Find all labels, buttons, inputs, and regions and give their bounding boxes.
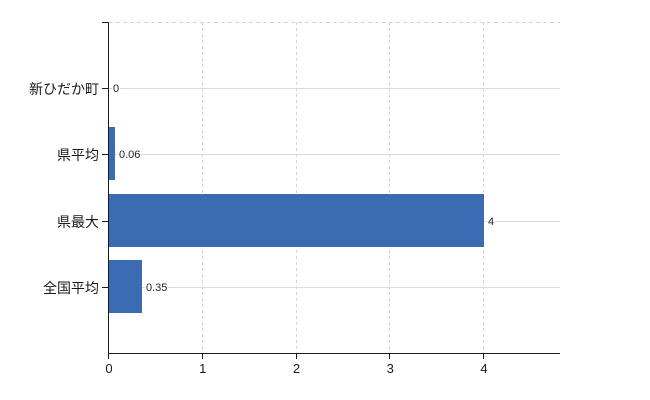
category-label: 全国平均 — [43, 280, 99, 296]
category-label: 県最大 — [57, 214, 99, 230]
x-gridline — [389, 22, 391, 353]
bar-1 — [109, 127, 115, 180]
x-axis-line — [108, 353, 560, 354]
category-label: 新ひだか町 — [29, 81, 99, 97]
plot-top-border — [109, 22, 560, 23]
bar-3 — [109, 260, 142, 313]
x-gridline — [201, 22, 203, 353]
x-tick-label: 1 — [199, 361, 207, 376]
y-axis-top-tick — [102, 22, 108, 23]
x-tick-label: 2 — [292, 361, 301, 376]
x-tick-label: 0 — [105, 361, 113, 376]
y-axis-tick — [102, 88, 108, 89]
category-label: 県平均 — [57, 147, 99, 163]
x-tick-label: 4 — [480, 361, 488, 376]
bar-value-label: 0.35 — [145, 282, 169, 294]
value-leader-line — [109, 88, 560, 89]
bar-2 — [109, 194, 484, 247]
value-leader-line — [109, 154, 560, 155]
y-axis-tick — [102, 287, 108, 288]
x-tick-label: 3 — [386, 361, 394, 376]
x-gridline — [295, 22, 297, 353]
y-axis-tick — [102, 154, 108, 155]
x-axis-tick — [389, 354, 391, 359]
bar-value-label: 4 — [487, 216, 496, 228]
x-axis-tick — [108, 354, 109, 359]
x-gridline — [483, 22, 484, 353]
bar-value-label: 0 — [112, 83, 121, 95]
x-axis-tick — [483, 354, 484, 359]
bar-value-label: 0.06 — [118, 149, 142, 161]
y-axis-line — [108, 22, 109, 353]
x-axis-tick — [201, 354, 203, 359]
value-leader-line — [109, 287, 560, 288]
x-axis-tick — [295, 354, 297, 359]
y-axis-tick — [102, 221, 108, 222]
